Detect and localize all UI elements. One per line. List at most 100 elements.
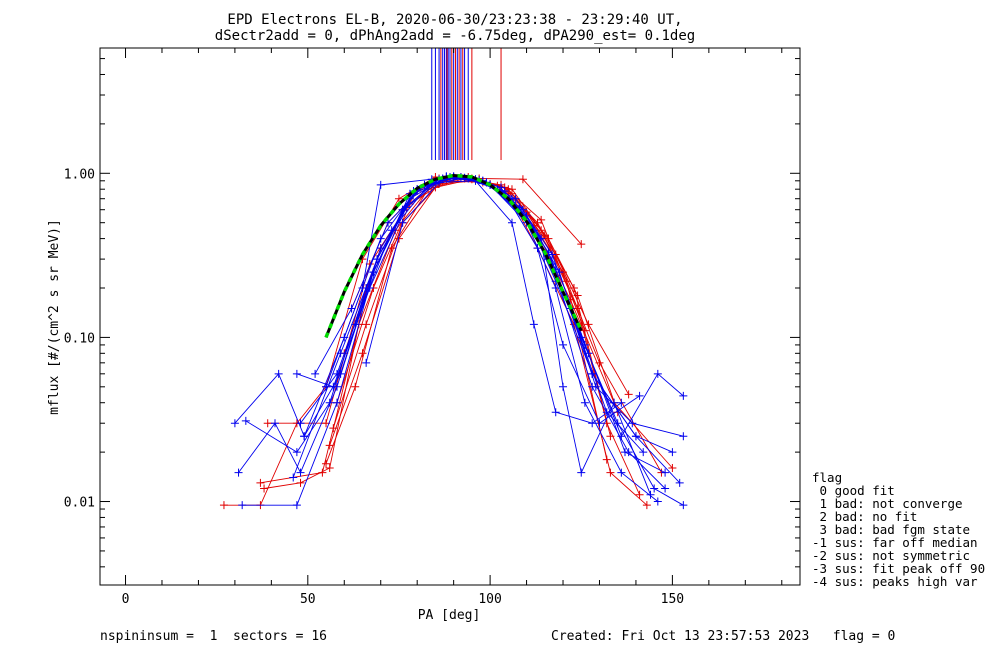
data-point — [387, 226, 396, 235]
data-point — [329, 382, 338, 391]
data-point — [296, 478, 305, 487]
x-tick-label: 50 — [300, 592, 316, 607]
data-point — [635, 391, 644, 400]
data-point — [668, 448, 677, 457]
data-point — [518, 175, 527, 184]
data-point — [544, 234, 553, 243]
data-point — [577, 240, 586, 249]
data-point — [584, 320, 593, 329]
fit-curve-green — [324, 173, 583, 339]
legend-item: -2 sus: not symmetric — [812, 548, 970, 563]
data-point — [292, 501, 301, 510]
data-point — [376, 234, 385, 243]
data-point — [529, 320, 538, 329]
data-point — [661, 468, 670, 477]
series-line — [264, 178, 641, 495]
legend-title: flag — [812, 470, 842, 485]
legend: flag 0 good fit 1 bad: not converge 2 ba… — [812, 470, 985, 589]
plot-data — [219, 48, 688, 510]
data-point — [533, 244, 542, 253]
series-line — [267, 178, 582, 424]
data-point — [238, 501, 247, 510]
data-point — [617, 398, 626, 407]
data-point — [329, 424, 338, 433]
data-point — [351, 320, 360, 329]
data-point — [602, 455, 611, 464]
y-tick-label: 0.10 — [64, 331, 95, 346]
data-point — [318, 468, 327, 477]
data-point — [588, 382, 597, 391]
data-point — [332, 398, 341, 407]
series-line — [234, 177, 684, 438]
data-point — [559, 382, 568, 391]
data-point — [548, 250, 557, 259]
data-point — [322, 459, 331, 468]
data-point — [376, 180, 385, 189]
y-axis-label: mflux [#/(cm^2 s sr MeV)] — [47, 219, 62, 415]
chart-title-line2: dSectr2add = 0, dPhAng2add = -6.75deg, d… — [215, 28, 695, 44]
data-point — [274, 369, 283, 378]
data-point — [559, 340, 568, 349]
legend-item: -4 sus: peaks high var — [812, 574, 978, 589]
data-point — [639, 448, 648, 457]
data-point — [511, 194, 520, 203]
data-point — [332, 369, 341, 378]
data-point — [325, 441, 334, 450]
data-point — [292, 369, 301, 378]
data-point — [271, 419, 279, 428]
data-point — [358, 349, 367, 358]
footer-right-info: Created: Fri Oct 13 23:57:53 2023 flag =… — [551, 629, 895, 644]
data-point — [230, 419, 239, 428]
data-point — [507, 218, 516, 227]
data-point — [642, 501, 651, 510]
data-point — [631, 432, 640, 441]
data-point — [241, 416, 250, 425]
plot-frame — [99, 47, 801, 586]
data-point — [675, 478, 684, 487]
series-line — [332, 180, 619, 429]
data-point — [679, 432, 688, 441]
legend-item: -3 sus: fit peak off 90 — [812, 561, 985, 576]
data-point — [551, 284, 560, 293]
data-point — [219, 501, 228, 510]
data-point — [292, 448, 301, 457]
data-point — [606, 432, 615, 441]
series-line — [296, 178, 666, 474]
data-point — [362, 320, 371, 329]
data-point — [362, 358, 371, 367]
series-line — [292, 176, 666, 489]
data-point — [234, 468, 243, 477]
legend-item: -1 sus: far off median — [812, 535, 978, 550]
data-point — [595, 419, 604, 428]
data-point — [653, 497, 662, 506]
data-point — [504, 185, 513, 194]
data-point — [347, 304, 356, 313]
legend-item: 0 good fit — [812, 483, 895, 498]
legend-item: 1 bad: not converge — [812, 496, 963, 511]
data-point — [373, 255, 382, 264]
data-point — [588, 419, 597, 428]
data-point — [296, 468, 305, 477]
data-point — [256, 478, 265, 487]
data-point — [311, 369, 320, 378]
series-line — [325, 178, 608, 464]
data-point — [325, 464, 334, 473]
data-point — [296, 419, 305, 428]
x-tick-label: 100 — [478, 592, 501, 607]
data-point — [606, 468, 615, 477]
data-point — [624, 448, 633, 457]
series-line — [314, 176, 644, 453]
data-point — [628, 419, 637, 428]
data-point — [646, 490, 655, 499]
legend-item: 3 bad: bad fgm state — [812, 522, 970, 537]
data-point — [365, 284, 374, 293]
data-point — [679, 501, 688, 510]
data-point — [351, 382, 360, 391]
data-point — [580, 398, 589, 407]
data-point — [263, 419, 272, 428]
data-point — [610, 398, 619, 407]
data-point — [650, 484, 659, 493]
data-point — [398, 218, 407, 227]
data-point — [358, 284, 367, 293]
